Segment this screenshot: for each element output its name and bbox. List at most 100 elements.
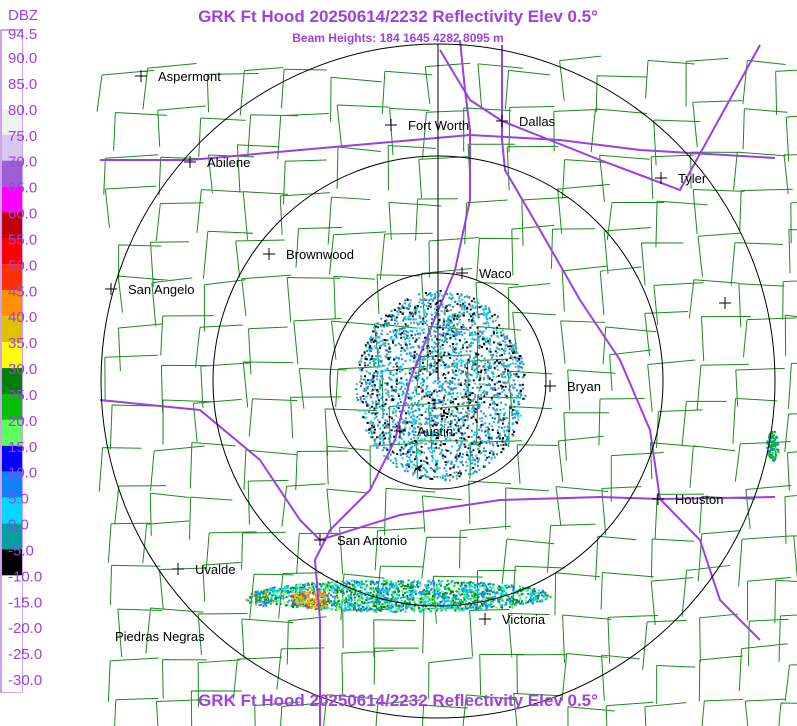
city-marker [263,248,275,260]
legend-label: 65.0 [8,180,37,197]
city-label: Piedras Negras [115,629,205,644]
city-marker [314,534,326,546]
legend-swatch [2,523,22,550]
legend-label: 5.0 [8,491,29,508]
legend-label: 90.0 [8,50,37,67]
city-label: Fort Worth [408,118,469,133]
legend-label: 94.5 [8,26,37,43]
legend-label: 20.0 [8,413,37,430]
city-marker [479,613,491,625]
legend-swatch [2,627,22,654]
legend-label: 45.0 [8,283,37,300]
city-label: Waco [479,266,512,281]
city-marker [719,297,731,309]
legend-swatch [2,264,22,291]
legend: DBZ 94.5 90.0 85.0 80.0 75.0 70.0 65.0 60.0 55.0 5… [2,7,42,692]
echo [766,430,780,459]
footer-title: GRK Ft Hood 20250614/2232 Reflectivity E… [198,691,598,710]
legend-label: -15.0 [8,594,42,611]
city-label: Bryan [567,379,601,394]
legend-swatch [2,316,22,343]
highway [501,44,761,192]
city-marker [105,283,117,295]
legend-swatch [2,160,22,187]
legend-label: 75.0 [8,128,37,145]
legend-swatch [2,290,22,317]
legend-label: 40.0 [8,309,37,326]
highway [313,39,471,726]
highways [99,39,776,726]
legend-label: 70.0 [8,154,37,171]
legend-swatch [2,108,22,135]
city-marker [496,115,508,127]
legend-label: 55.0 [8,231,37,248]
city-marker [544,380,556,392]
echo [247,591,272,607]
city-marker [394,425,406,437]
legend-label: -30.0 [8,672,42,689]
legend-label: 85.0 [8,76,37,93]
echo [256,579,548,613]
city-label: San Angelo [128,282,195,297]
legend-label: 30.0 [8,361,37,378]
legend-swatch [2,575,22,602]
city-label: Dallas [519,114,556,129]
legend-swatch [2,342,22,369]
legend-swatch [2,33,22,57]
range-rings [100,43,776,719]
legend-label: -20.0 [8,620,42,637]
highway [99,399,321,541]
echo [293,590,327,610]
city-marker [172,563,184,575]
city-label: Houston [675,492,723,507]
highway [319,495,776,541]
subtitle: Beam Heights: 184 1645 4282 8095 m [292,31,503,45]
city-marker [385,119,397,131]
legend-swatch [2,679,22,692]
legend-unit: DBZ [8,7,38,24]
legend-swatch [2,57,22,83]
echo [766,430,780,462]
legend-label: -25.0 [8,646,42,663]
city-label: Tyler [678,171,707,186]
legend-label: 80.0 [8,102,37,119]
city-marker [135,70,147,82]
city-marker [456,267,468,279]
legend-swatch [2,186,22,213]
echo [245,590,274,606]
echo [291,588,327,609]
legend-swatch [2,419,22,446]
legend-label: 35.0 [8,335,37,352]
legend-swatch [2,134,22,161]
city-label: Brownwood [286,247,354,262]
legend-swatch [2,445,22,472]
city-marker [652,493,664,505]
highway [501,45,661,500]
title: GRK Ft Hood 20250614/2232 Reflectivity E… [198,7,598,26]
echo [250,579,552,613]
echo [253,579,551,613]
legend-label: 60.0 [8,206,37,223]
legend-swatch [2,549,22,576]
city-label: San Antonio [337,533,407,548]
legend-swatch [2,212,22,239]
legend-label: -5.0 [8,542,34,559]
legend-swatch [2,238,22,265]
cities: Aspermont Abilene Fort Worth Dallas Tyler Bro… [105,69,731,644]
legend-label: 10.0 [8,465,37,482]
legend-swatch [2,393,22,420]
legend-swatch [2,368,22,394]
city-label: Uvalde [195,562,235,577]
legend-label: 0.0 [8,517,29,534]
highway [100,133,776,161]
city-label: Victoria [502,612,546,627]
legend-swatch [2,601,22,628]
city-label: Austin [417,424,453,439]
city-label: Abilene [207,155,250,170]
legend-swatch [2,497,22,524]
legend-swatch [2,82,22,109]
legend-label: -10.0 [8,568,42,585]
legend-label: 50.0 [8,257,37,274]
legend-swatch [2,653,22,680]
